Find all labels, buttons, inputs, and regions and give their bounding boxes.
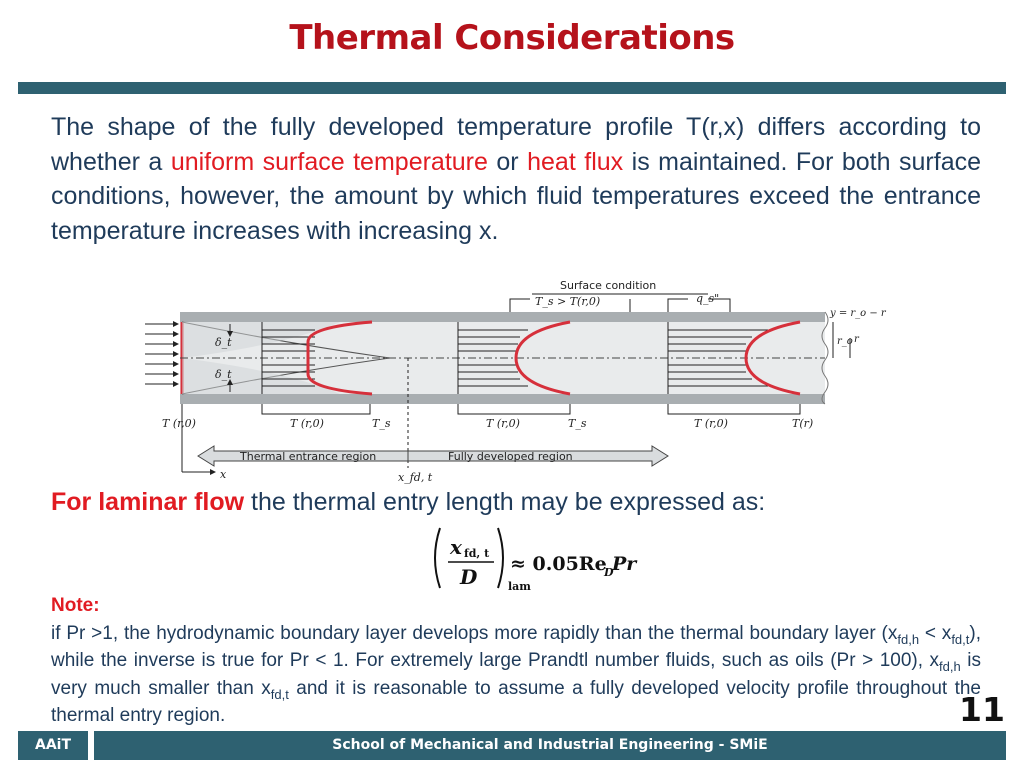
equation-numerator-subscript: fd, t xyxy=(464,547,490,560)
note-subscript: fd,h xyxy=(939,658,961,674)
footer-institution: AAiT xyxy=(18,731,88,760)
note-subscript: fd,t xyxy=(270,686,289,702)
r-label: r xyxy=(854,334,860,345)
delta-t-label-bottom: δ_t xyxy=(215,368,232,381)
footer-school: School of Mechanical and Industrial Engi… xyxy=(94,731,1006,760)
temp-r0-label-1: T (r,0) xyxy=(290,417,324,430)
qs-condition-label: q_s" xyxy=(696,292,719,305)
laminar-flow-lead: For laminar flow xyxy=(51,488,245,516)
boundary-layer-shade-bottom xyxy=(182,358,340,394)
note-text: if Pr >1, the hydrodynamic boundary laye… xyxy=(51,620,981,730)
bottom-brackets xyxy=(261,404,801,415)
ro-label: r_o xyxy=(837,336,853,347)
ts-condition-label: T_s > T(r,0) xyxy=(535,295,600,308)
laminar-flow-text: the thermal entry length may be expresse… xyxy=(244,488,766,516)
note-subscript: fd,t xyxy=(951,631,970,647)
equation-rhs-subscript: D xyxy=(603,566,614,579)
intro-text: or xyxy=(487,147,528,176)
x-axis-label: x xyxy=(220,468,227,481)
right-paren xyxy=(497,527,504,589)
radial-coordinate-label: y = r_o − r xyxy=(829,308,887,319)
intro-text: The shape of the fully developed tempera… xyxy=(51,113,981,176)
thermal-entrance-region-label: Thermal entrance region xyxy=(239,450,376,463)
boundary-layer-shade-top xyxy=(182,322,340,358)
pipe-top-wall xyxy=(180,312,825,322)
note-text-part: if Pr >1, the hydrodynamic boundary laye… xyxy=(51,622,898,644)
temperature-profile-2 xyxy=(457,320,571,396)
equation-denominator: D xyxy=(459,565,478,589)
note-text-part: is very much smaller than x xyxy=(51,650,981,699)
note-block: Note: if Pr >1, the hydrodynamic boundary… xyxy=(51,592,981,730)
intro-highlight-heat-flux: heat flux xyxy=(527,147,624,176)
temp-r0-label-2: T (r,0) xyxy=(486,417,520,430)
note-text-part: and it is reasonable to assume a fully d… xyxy=(51,677,981,727)
ts-label-1: T_s xyxy=(372,417,391,430)
pipe-break xyxy=(821,311,829,405)
page-number: 11 xyxy=(959,690,1005,729)
temp-r0-label-3: T (r,0) xyxy=(694,417,728,430)
thermal-entry-length-equation: x fd, t D lam ≈ 0.05Re D Pr xyxy=(434,527,638,593)
intro-highlight-uniform-temperature: uniform surface temperature xyxy=(170,147,488,176)
laminar-flow-statement: For laminar flow the thermal entry lengt… xyxy=(51,488,991,517)
thermal-profile-figure: Surface condition T_s > T(r,0) q_s" δ_t … xyxy=(145,279,887,484)
equation-numerator: x xyxy=(449,535,463,559)
fully-developed-region-label: Fully developed region xyxy=(448,450,573,463)
inlet-flow-arrows xyxy=(145,321,179,387)
footer: AAiT School of Mechanical and Industrial… xyxy=(18,731,1006,760)
title-divider xyxy=(18,82,1006,94)
left-paren xyxy=(434,527,441,589)
pipe-bottom-wall xyxy=(180,394,825,404)
surface-condition-label: Surface condition xyxy=(560,279,656,292)
note-label: Note: xyxy=(51,595,100,616)
temperature-profile-3 xyxy=(667,320,801,396)
note-subscript: fd,h xyxy=(897,631,920,647)
note-text-part: ), while the inverse is true for Pr < 1.… xyxy=(51,622,981,672)
note-text-part: < x xyxy=(919,622,952,644)
equation-lam-subscript: lam xyxy=(508,580,531,593)
intro-text: is maintained. For both surface conditio… xyxy=(51,147,981,245)
delta-t-label-top: δ_t xyxy=(215,336,232,349)
slide-title: Thermal Considerations xyxy=(289,18,735,58)
ts-label-2: T_s xyxy=(568,417,587,430)
temp-r-label: T(r) xyxy=(792,417,813,430)
xfd-t-label: x_fd, t xyxy=(398,471,433,484)
inlet-temp-label: T (r,0) xyxy=(162,417,196,430)
equation-pr: Pr xyxy=(611,553,638,575)
region-double-arrow xyxy=(197,445,669,467)
intro-paragraph: The shape of the fully developed tempera… xyxy=(51,110,981,248)
temperature-profile-1 xyxy=(261,320,373,396)
equation-rhs: ≈ 0.05Re xyxy=(510,553,607,575)
